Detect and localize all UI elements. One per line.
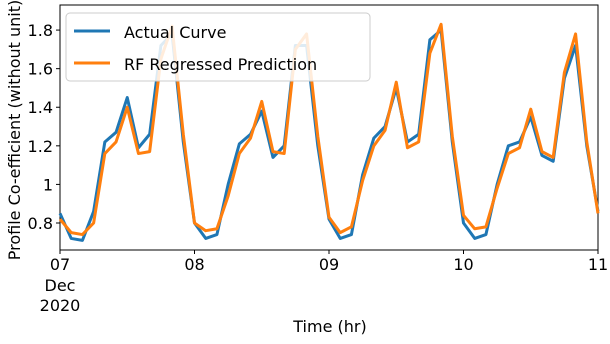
legend-label: Actual Curve (124, 23, 226, 42)
y-axis-label: Profile Co-efficient (without unit) (5, 0, 24, 260)
y-tick-label: 1.8 (28, 21, 53, 40)
y-tick-label: 1 (43, 175, 53, 194)
legend-box (65, 12, 371, 82)
x-tick-date-label: Dec (45, 276, 76, 295)
legend-label: RF Regressed Prediction (124, 55, 317, 74)
y-tick-label: 1.6 (28, 60, 53, 79)
x-tick-label: 07 (50, 255, 70, 274)
y-tick-label: 1.4 (28, 98, 53, 117)
x-tick-label: 10 (453, 255, 473, 274)
series-line (58, 22, 600, 237)
x-axis-label: Time (hr) (292, 317, 366, 336)
legend: Actual Curve RF Regressed Prediction (65, 12, 371, 82)
x-tick-label: 08 (184, 255, 204, 274)
x-tick-label: 09 (319, 255, 339, 274)
y-tick-label: 1.2 (28, 137, 53, 156)
x-tick-date-label: 2020 (40, 296, 81, 315)
y-tick-label: 0.8 (28, 214, 53, 233)
x-tick-label: 11 (588, 255, 608, 274)
